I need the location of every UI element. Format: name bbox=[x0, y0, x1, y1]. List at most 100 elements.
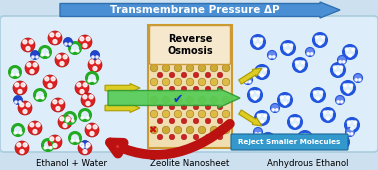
Circle shape bbox=[336, 96, 344, 105]
Circle shape bbox=[15, 141, 29, 155]
Circle shape bbox=[193, 72, 199, 78]
Circle shape bbox=[63, 124, 67, 128]
Circle shape bbox=[56, 107, 60, 110]
FancyBboxPatch shape bbox=[150, 26, 231, 64]
Circle shape bbox=[11, 74, 14, 76]
Circle shape bbox=[254, 128, 262, 137]
Circle shape bbox=[81, 140, 90, 149]
Circle shape bbox=[33, 63, 37, 67]
Circle shape bbox=[150, 96, 158, 104]
Circle shape bbox=[257, 91, 260, 94]
Circle shape bbox=[86, 143, 90, 147]
Circle shape bbox=[330, 111, 333, 114]
Circle shape bbox=[57, 55, 61, 59]
Circle shape bbox=[50, 33, 54, 37]
Circle shape bbox=[21, 83, 25, 87]
Circle shape bbox=[264, 68, 267, 71]
Circle shape bbox=[198, 110, 206, 118]
Circle shape bbox=[315, 36, 318, 39]
FancyBboxPatch shape bbox=[231, 134, 348, 150]
Circle shape bbox=[76, 49, 79, 52]
Circle shape bbox=[15, 83, 19, 87]
Circle shape bbox=[193, 118, 199, 124]
Circle shape bbox=[280, 96, 283, 99]
Text: Reject Smaller Molecules: Reject Smaller Molecules bbox=[238, 139, 341, 145]
Circle shape bbox=[162, 126, 170, 134]
Circle shape bbox=[352, 48, 355, 51]
Circle shape bbox=[18, 90, 22, 94]
Circle shape bbox=[245, 81, 247, 83]
Circle shape bbox=[58, 115, 72, 129]
Circle shape bbox=[41, 54, 43, 56]
Circle shape bbox=[243, 75, 253, 84]
Circle shape bbox=[15, 101, 17, 103]
Circle shape bbox=[210, 110, 218, 118]
Circle shape bbox=[92, 56, 94, 58]
Circle shape bbox=[63, 55, 67, 59]
Circle shape bbox=[337, 101, 339, 103]
Circle shape bbox=[217, 86, 223, 92]
FancyArrow shape bbox=[105, 83, 140, 92]
Circle shape bbox=[181, 104, 187, 110]
Circle shape bbox=[88, 58, 102, 72]
Circle shape bbox=[210, 96, 218, 104]
Circle shape bbox=[295, 61, 298, 64]
Circle shape bbox=[181, 86, 187, 92]
Circle shape bbox=[83, 95, 87, 99]
Circle shape bbox=[25, 61, 39, 75]
Circle shape bbox=[345, 128, 355, 137]
Circle shape bbox=[66, 117, 70, 121]
Circle shape bbox=[355, 79, 357, 81]
Circle shape bbox=[87, 117, 89, 119]
Circle shape bbox=[249, 81, 251, 83]
Circle shape bbox=[157, 134, 163, 140]
Circle shape bbox=[307, 53, 309, 55]
Circle shape bbox=[90, 50, 99, 59]
Circle shape bbox=[90, 60, 94, 64]
Circle shape bbox=[14, 96, 23, 105]
Circle shape bbox=[349, 54, 352, 57]
Circle shape bbox=[354, 121, 357, 124]
FancyBboxPatch shape bbox=[0, 16, 378, 152]
Circle shape bbox=[198, 96, 206, 104]
Circle shape bbox=[337, 138, 340, 141]
Circle shape bbox=[27, 63, 31, 67]
Text: ✖: ✖ bbox=[148, 125, 156, 135]
Circle shape bbox=[87, 125, 91, 129]
Circle shape bbox=[48, 135, 62, 149]
Circle shape bbox=[323, 111, 326, 114]
Circle shape bbox=[162, 64, 170, 72]
Circle shape bbox=[17, 74, 19, 76]
Circle shape bbox=[93, 125, 97, 129]
Circle shape bbox=[290, 118, 293, 121]
Circle shape bbox=[90, 132, 94, 135]
Circle shape bbox=[327, 117, 330, 120]
Circle shape bbox=[150, 78, 158, 86]
Circle shape bbox=[150, 64, 158, 72]
Circle shape bbox=[290, 44, 293, 47]
Circle shape bbox=[270, 136, 273, 139]
Circle shape bbox=[217, 134, 223, 140]
Circle shape bbox=[86, 146, 88, 148]
Circle shape bbox=[345, 48, 348, 51]
Circle shape bbox=[65, 43, 67, 45]
Circle shape bbox=[294, 124, 296, 127]
Circle shape bbox=[210, 78, 218, 86]
Circle shape bbox=[85, 123, 99, 137]
Circle shape bbox=[186, 126, 194, 134]
Circle shape bbox=[347, 121, 350, 124]
Circle shape bbox=[205, 72, 211, 78]
FancyArrow shape bbox=[60, 2, 340, 18]
Circle shape bbox=[169, 72, 175, 78]
Circle shape bbox=[302, 61, 305, 64]
Circle shape bbox=[88, 80, 90, 82]
Circle shape bbox=[50, 137, 54, 141]
Circle shape bbox=[186, 64, 194, 72]
Circle shape bbox=[71, 140, 73, 142]
Circle shape bbox=[186, 78, 194, 86]
Circle shape bbox=[222, 110, 230, 118]
Circle shape bbox=[36, 97, 39, 99]
Circle shape bbox=[351, 133, 353, 135]
Circle shape bbox=[44, 147, 46, 149]
Circle shape bbox=[174, 64, 182, 72]
